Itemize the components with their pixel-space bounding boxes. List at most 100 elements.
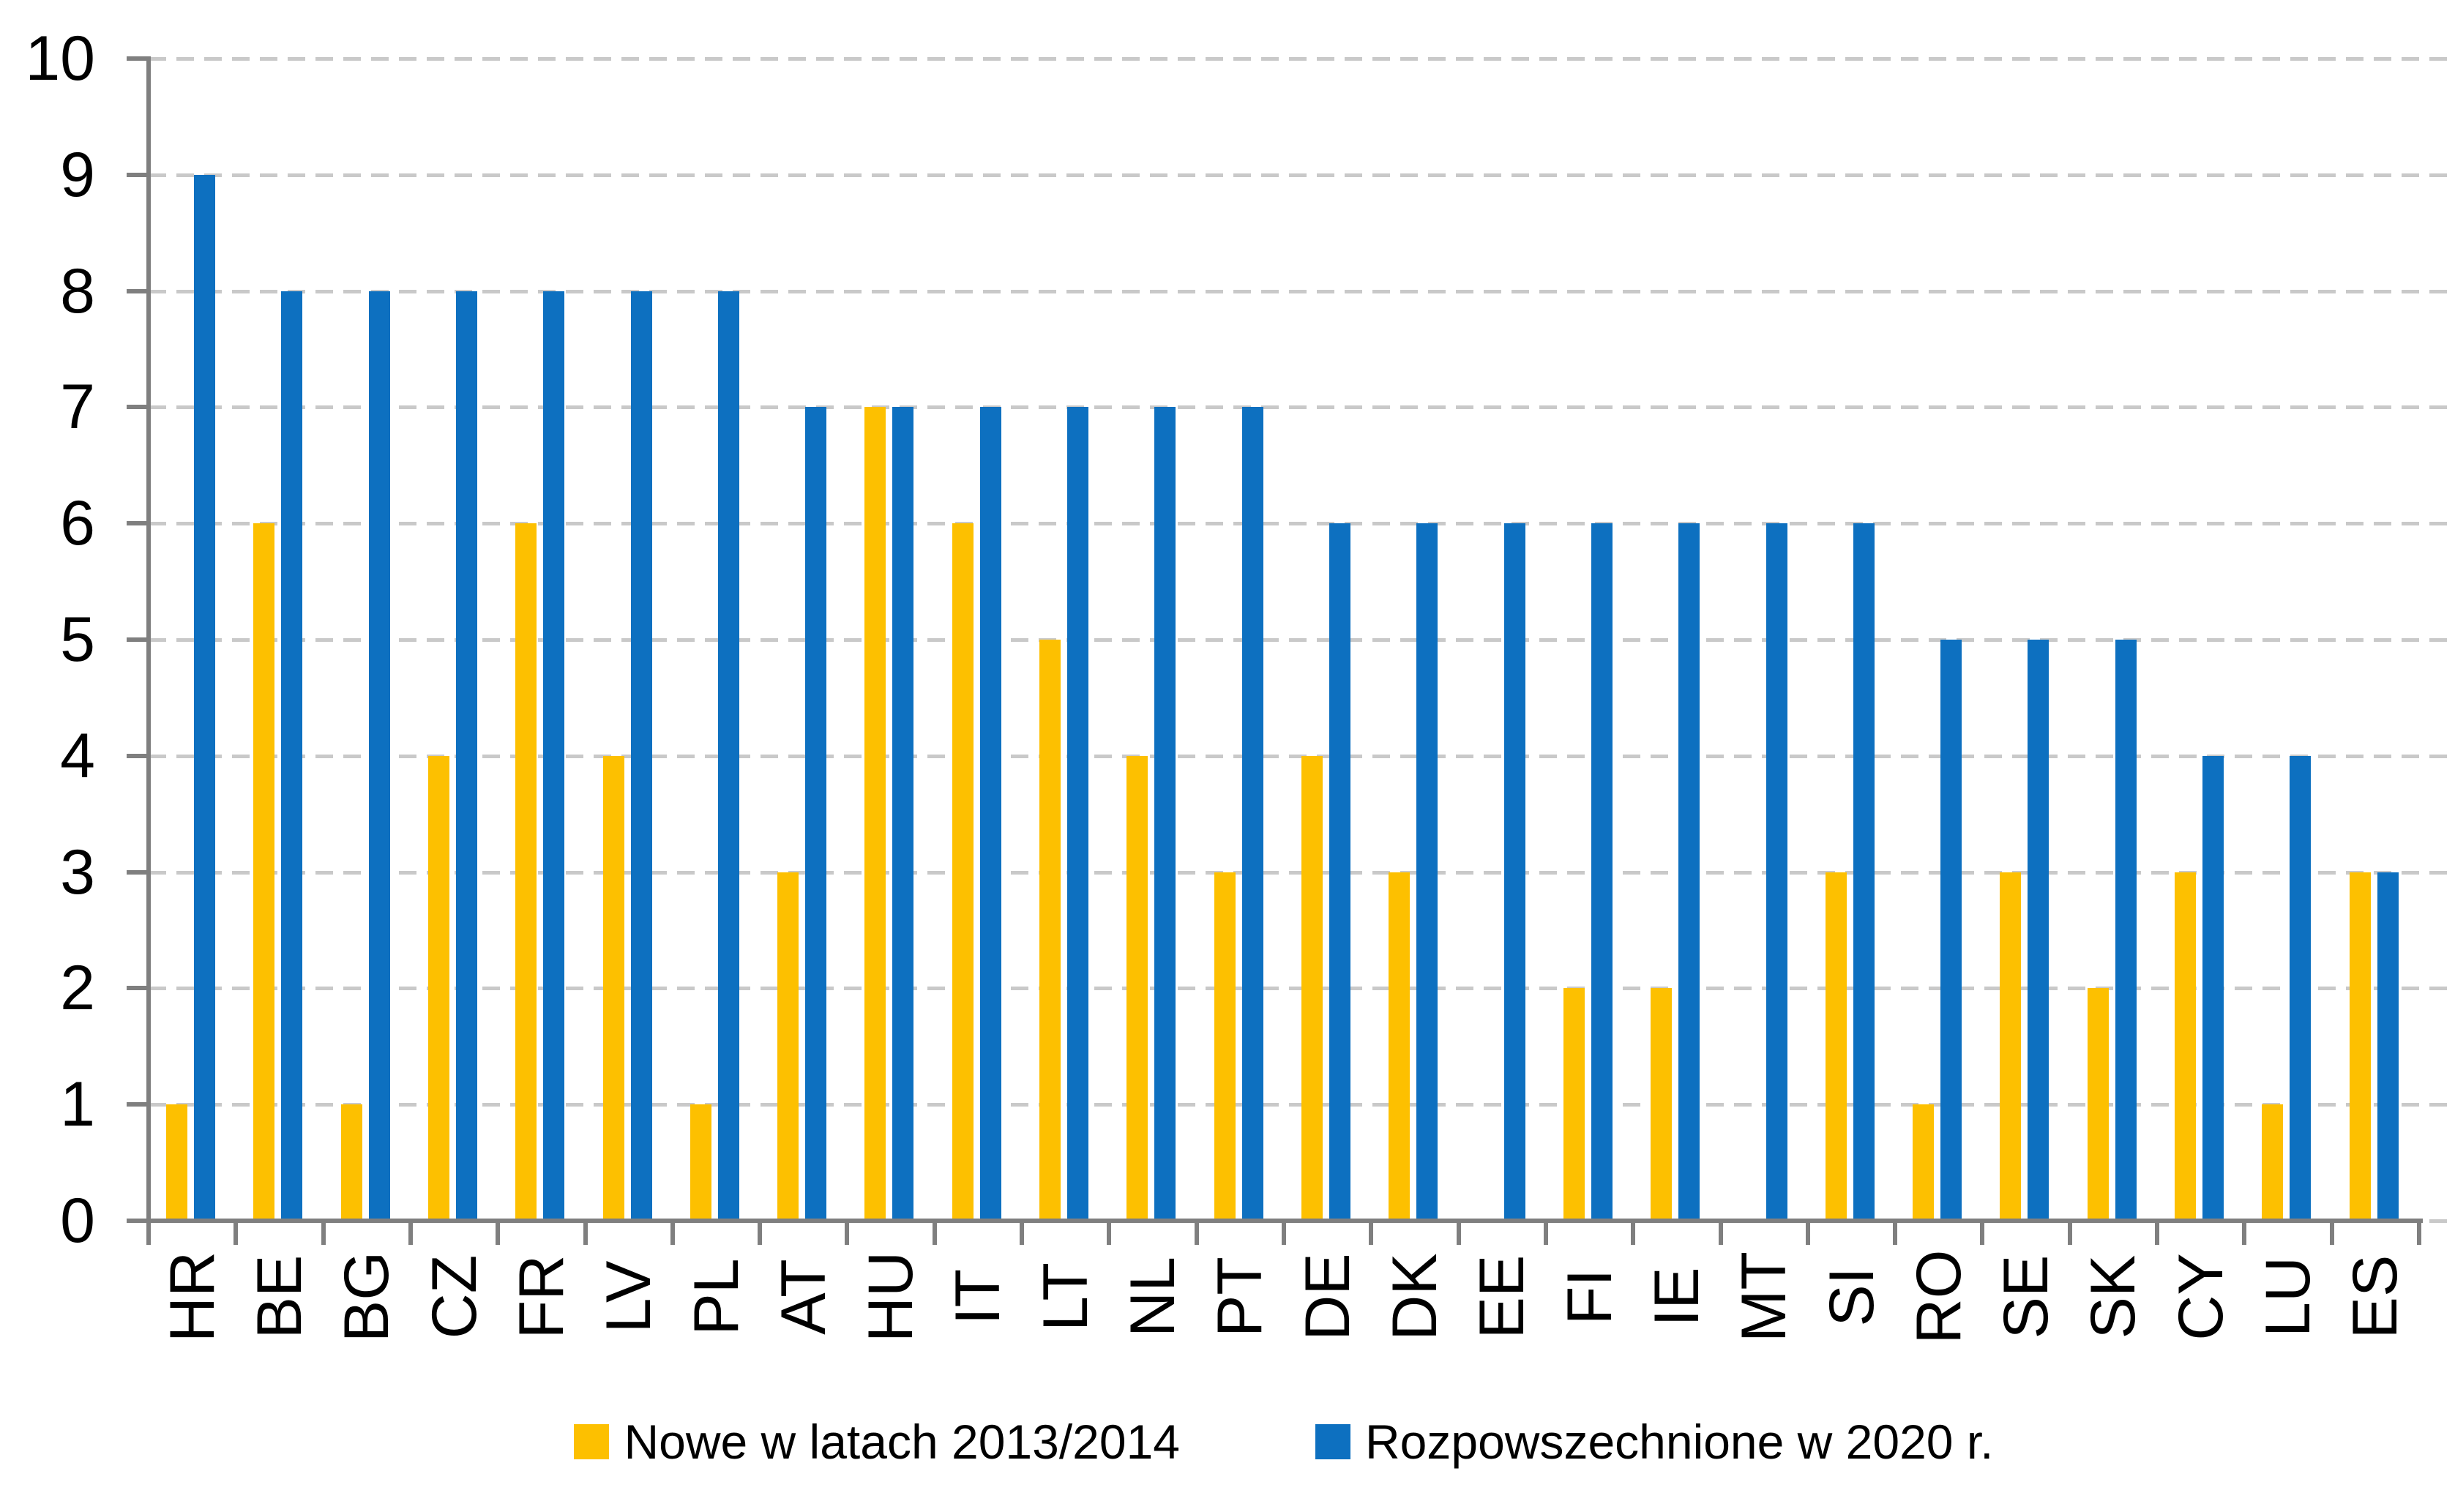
gridline-9	[149, 173, 2451, 177]
bar-rozpowszechnione-IT	[979, 407, 1001, 1221]
bar-nowe-IE	[1651, 988, 1673, 1221]
x-tick-3	[408, 1219, 413, 1245]
bar-nowe-CZ	[427, 755, 449, 1221]
y-axis-label-4: 4	[60, 720, 95, 791]
x-tick-4	[496, 1219, 501, 1245]
y-tick-5	[127, 637, 151, 642]
x-tick-25	[2329, 1219, 2334, 1245]
legend-item-nowe: Nowe w latach 2013/2014	[574, 1418, 1180, 1466]
x-axis-label-SI: SI	[1816, 1267, 1887, 1327]
bar-rozpowszechnione-SE	[2028, 640, 2049, 1221]
x-tick-19	[1805, 1219, 1810, 1245]
x-tick-11	[1107, 1219, 1112, 1245]
x-tick-16	[1543, 1219, 1548, 1245]
bar-rozpowszechnione-IE	[1678, 523, 1700, 1221]
bar-rozpowszechnione-RO	[1940, 640, 1962, 1221]
bar-nowe-HU	[864, 407, 886, 1221]
bar-nowe-CY	[2175, 872, 2197, 1221]
x-axis-label-PL: PL	[681, 1258, 752, 1336]
gridline-4	[149, 754, 2451, 758]
y-axis-label-7: 7	[60, 372, 95, 443]
bar-nowe-IT	[952, 523, 974, 1221]
bar-nowe-DE	[1301, 755, 1323, 1221]
bar-nowe-PL	[690, 1104, 711, 1221]
bar-nowe-HR	[166, 1104, 187, 1221]
x-axis-label-SK: SK	[2078, 1254, 2149, 1339]
legend-item-rozpowszechnione: Rozpowszechnione w 2020 r.	[1315, 1418, 1994, 1466]
bar-nowe-LT	[1039, 640, 1061, 1221]
bar-rozpowszechnione-FR	[543, 291, 565, 1221]
legend-swatch-yellow-square	[574, 1424, 610, 1459]
x-axis-label-HU: HU	[856, 1251, 927, 1343]
bar-rozpowszechnione-HU	[892, 407, 914, 1221]
x-tick-26	[2417, 1219, 2421, 1245]
bar-rozpowszechnione-LV	[630, 291, 652, 1221]
y-tick-3	[127, 869, 151, 875]
x-tick-18	[1718, 1219, 1723, 1245]
bar-nowe-SE	[2000, 872, 2022, 1221]
x-tick-5	[583, 1219, 588, 1245]
gridline-7	[149, 405, 2451, 410]
bar-rozpowszechnione-HR	[194, 174, 215, 1221]
bar-nowe-PT	[1214, 872, 1236, 1221]
x-axis-label-DK: DK	[1379, 1253, 1450, 1341]
x-tick-7	[758, 1219, 763, 1245]
x-tick-17	[1631, 1219, 1636, 1245]
x-axis-label-FR: FR	[506, 1254, 577, 1339]
legend-label-nowe: Nowe w latach 2013/2014	[624, 1415, 1180, 1469]
y-axis-line	[146, 59, 151, 1245]
x-axis-label-BG: BG	[332, 1251, 403, 1343]
x-axis-label-AT: AT	[768, 1259, 839, 1335]
bar-nowe-SK	[2087, 988, 2109, 1221]
gridline-6	[149, 522, 2451, 526]
y-axis-label-8: 8	[60, 255, 95, 326]
x-axis-label-HR: HR	[157, 1251, 228, 1343]
x-tick-6	[670, 1219, 675, 1245]
bar-rozpowszechnione-BE	[281, 291, 303, 1221]
y-axis-label-1: 1	[60, 1069, 95, 1140]
legend-swatch-blue-square	[1315, 1424, 1350, 1459]
x-axis-label-CY: CY	[2165, 1253, 2236, 1341]
x-axis-label-MT: MT	[1729, 1251, 1800, 1343]
x-axis-label-PT: PT	[1205, 1257, 1276, 1337]
y-axis-label-6: 6	[60, 488, 95, 559]
bar-rozpowszechnione-MT	[1765, 523, 1787, 1221]
x-axis-label-SE: SE	[1991, 1254, 2062, 1339]
gridline-5	[149, 638, 2451, 642]
bar-nowe-FR	[515, 523, 537, 1221]
x-tick-15	[1456, 1219, 1461, 1245]
x-tick-23	[2155, 1219, 2160, 1245]
x-tick-1	[233, 1219, 239, 1245]
bar-nowe-FI	[1563, 988, 1585, 1221]
x-axis-line	[127, 1219, 2423, 1223]
y-tick-8	[127, 288, 151, 293]
y-tick-2	[127, 986, 151, 991]
bar-nowe-BG	[340, 1104, 362, 1221]
x-tick-2	[321, 1219, 326, 1245]
x-axis-label-IE: IE	[1641, 1267, 1712, 1327]
y-tick-10	[127, 56, 151, 61]
x-axis-label-FI: FI	[1554, 1268, 1625, 1325]
x-tick-24	[2242, 1219, 2247, 1245]
bar-rozpowszechnione-BG	[368, 291, 390, 1221]
x-axis-label-IT: IT	[943, 1268, 1014, 1325]
y-axis-label-10: 10	[25, 23, 95, 94]
bar-nowe-AT	[777, 872, 799, 1221]
gridline-1	[149, 1103, 2451, 1107]
x-tick-14	[1369, 1219, 1374, 1245]
y-axis-label-0: 0	[60, 1186, 95, 1256]
y-tick-6	[127, 521, 151, 526]
chart-legend: Nowe w latach 2013/2014 Rozpowszechnione…	[149, 1407, 2419, 1477]
bar-rozpowszechnione-CY	[2202, 755, 2224, 1221]
x-tick-22	[2067, 1219, 2072, 1245]
bar-rozpowszechnione-LT	[1067, 407, 1089, 1221]
gridline-8	[149, 289, 2451, 293]
bar-rozpowszechnione-LU	[2290, 755, 2312, 1221]
bar-rozpowszechnione-EE	[1503, 523, 1525, 1221]
y-axis-label-2: 2	[60, 953, 95, 1024]
y-tick-7	[127, 405, 151, 410]
x-axis-label-CZ: CZ	[419, 1254, 490, 1339]
x-axis-label-DE: DE	[1292, 1253, 1363, 1341]
x-tick-21	[1980, 1219, 1985, 1245]
x-axis-label-LU: LU	[2253, 1257, 2324, 1337]
